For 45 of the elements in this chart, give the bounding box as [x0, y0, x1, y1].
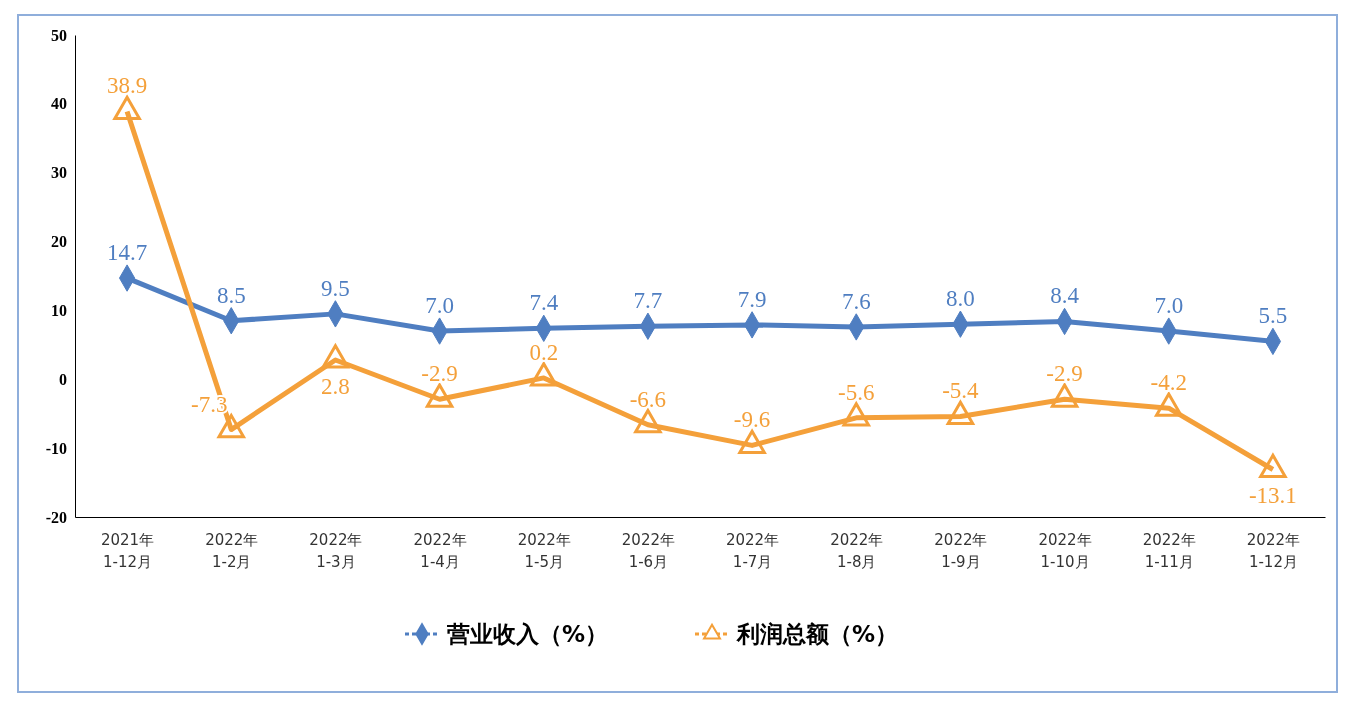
data-label: -2.9 [421, 361, 458, 387]
data-label: 8.4 [1050, 283, 1080, 309]
y-tick-label: 10 [51, 302, 67, 320]
x-tick-label: 2021年 1-12月 [100, 530, 155, 571]
data-label: -5.4 [942, 378, 980, 404]
x-tick-label: 2022年 1-9月 [934, 530, 988, 571]
legend-label: 利润总额（%） [736, 621, 899, 647]
data-label: 14.7 [106, 240, 148, 266]
data-label: 7.6 [841, 288, 871, 314]
data-label: 7.4 [529, 290, 559, 316]
data-label: -13.1 [1248, 483, 1297, 509]
data-label: 8.5 [216, 282, 246, 308]
x-tick-label: 2022年 1-8月 [830, 530, 884, 571]
data-label: -4.2 [1150, 370, 1187, 396]
x-tick-label: 2022年 1-6月 [621, 530, 676, 571]
x-tick-label: 2022年 1-10月 [1038, 530, 1092, 571]
x-tick-label: 2022年 1-3月 [309, 530, 363, 571]
data-label: 7.9 [737, 286, 767, 312]
y-tick-label: 0 [59, 370, 67, 388]
y-tick-label: 40 [51, 95, 67, 113]
data-label: 38.9 [106, 73, 148, 99]
y-tick-label: 20 [51, 233, 67, 251]
data-label: -5.6 [838, 379, 875, 405]
y-tick-label: 30 [51, 164, 67, 182]
data-label: 8.0 [946, 286, 975, 312]
x-tick-label: 2022年 1-5月 [517, 530, 571, 571]
data-label: 7.0 [1154, 293, 1184, 319]
legend-label: 营业收入（%） [446, 621, 609, 647]
data-label: -2.9 [1046, 361, 1083, 387]
x-tick-label: 2022年 1-11月 [1142, 530, 1196, 571]
x-tick-label: 2022年 1-7月 [725, 530, 780, 571]
x-tick-label: 2022年 1-2月 [205, 530, 259, 571]
y-tick-label: 50 [51, 26, 67, 44]
data-label: 2.8 [321, 374, 350, 400]
data-label: -6.6 [629, 386, 667, 412]
y-tick-label: -10 [45, 439, 67, 457]
data-label: 7.0 [425, 293, 454, 319]
x-tick-label: 2022年 1-4月 [413, 530, 467, 571]
data-label: 9.5 [321, 275, 350, 301]
data-label: 0.2 [529, 339, 559, 365]
data-label: -9.6 [733, 407, 771, 433]
y-tick-label: -20 [45, 508, 67, 526]
x-tick-label: 2022年 1-12月 [1246, 530, 1301, 571]
data-label: 7.7 [633, 288, 663, 314]
data-label: 5.5 [1258, 303, 1288, 329]
